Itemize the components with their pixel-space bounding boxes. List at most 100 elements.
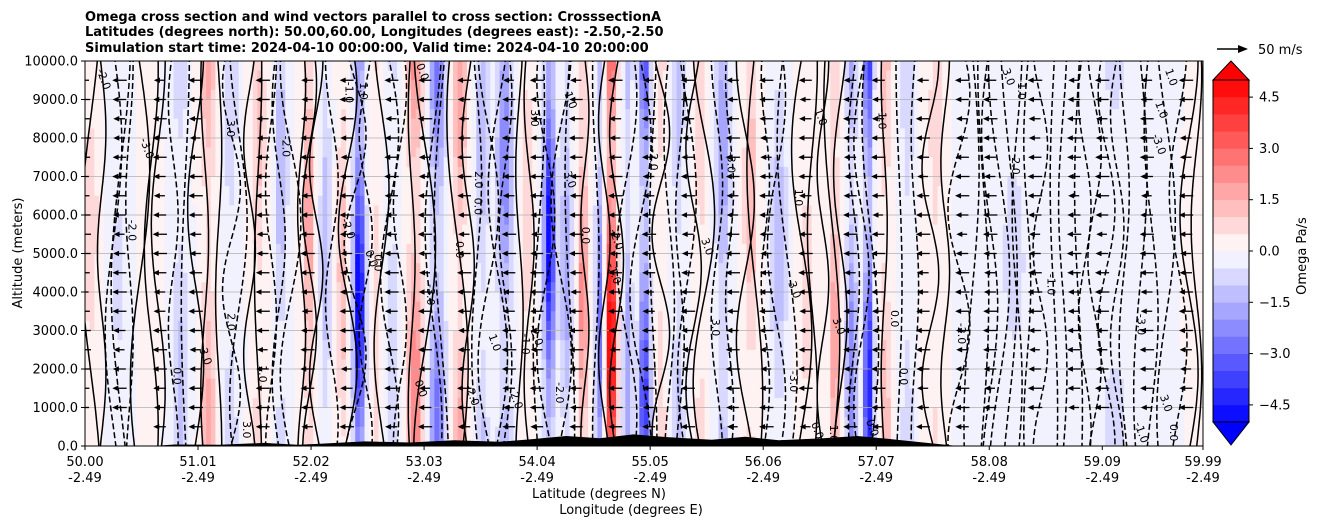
contour-fill-cell [224, 388, 231, 399]
contour-fill-cell [401, 234, 408, 245]
contour-fill-cell [644, 263, 650, 274]
contour-fill-cell [401, 166, 408, 178]
contour-fill-cell [429, 128, 435, 139]
contour-fill-cell [108, 330, 114, 341]
contour-fill-cell [196, 263, 203, 274]
contour-fill-cell [378, 330, 384, 341]
contour-fill-cell [425, 205, 431, 216]
contour-fill-cell [313, 282, 319, 293]
contour-fill-cell [662, 157, 668, 168]
contour-fill-cell [457, 417, 463, 428]
contour-fill-cell [234, 436, 240, 446]
contour-fill-cell [662, 330, 668, 341]
contour-fill-cell [266, 320, 272, 332]
contour-fill-cell [611, 369, 617, 380]
contour-fill-cell [294, 61, 300, 72]
contour-fill-cell [234, 61, 240, 72]
contour-fill-cell [322, 253, 328, 264]
contour-fill-cell [625, 109, 631, 120]
contour-fill-cell [453, 99, 459, 110]
contour-fill-cell [504, 80, 510, 91]
contour-fill-cell [94, 340, 100, 351]
contour-fill-cell [275, 70, 282, 81]
contour-fill-cell [457, 301, 463, 312]
contour-fill-cell [140, 118, 147, 129]
contour-fill-cell [420, 157, 426, 168]
contour-fill-cell [359, 186, 366, 197]
contour-fill-cell [569, 205, 575, 216]
contour-fill-cell [289, 253, 296, 264]
contour-fill-cell [98, 118, 105, 129]
contour-fill-cell [206, 272, 212, 283]
contour-fill-cell [159, 224, 165, 235]
contour-fill-cell [616, 243, 622, 255]
contour-fill-cell [103, 388, 109, 399]
contour-fill-cell [182, 243, 189, 255]
contour-fill-cell [411, 157, 417, 168]
contour-fill-cell [401, 378, 408, 389]
contour-fill-cell [150, 282, 156, 293]
contour-fill-cell [122, 205, 128, 216]
contour-fill-cell [583, 359, 589, 370]
contour-fill-cell [355, 147, 361, 158]
contour-fill-cell [653, 263, 659, 274]
contour-fill-cell [504, 253, 510, 264]
contour-fill-cell [178, 340, 184, 351]
contour-fill-cell [457, 166, 463, 178]
contour-fill-cell [178, 369, 184, 380]
contour-fill-cell [532, 138, 538, 149]
contour-fill-cell [266, 138, 272, 149]
contour-fill-cell [369, 109, 375, 120]
contour-fill-cell [85, 311, 91, 322]
contour-fill-cell [439, 311, 445, 322]
contour-fill-cell [289, 282, 296, 293]
contour-fill-cell [145, 215, 151, 226]
contour-fill-cell [210, 253, 217, 264]
contour-fill-cell [317, 330, 324, 341]
contour-fill-cell [513, 282, 519, 293]
contour-fill-cell [103, 166, 109, 178]
contour-fill-cell [215, 89, 221, 101]
contour-fill-cell [392, 147, 398, 158]
contour-fill-cell [238, 224, 244, 235]
contour-fill-cell [164, 243, 170, 255]
contour-fill-cell [303, 349, 310, 360]
contour-fill-cell [331, 243, 338, 255]
contour-fill-cell [229, 109, 235, 120]
contour-fill-cell [285, 99, 291, 110]
contour-fill-cell [588, 426, 594, 437]
contour-fill-cell [550, 138, 557, 149]
contour-fill-cell [466, 253, 473, 264]
contour-fill-cell [383, 397, 389, 409]
contour-fill-cell [439, 157, 445, 168]
contour-fill-cell [140, 436, 147, 446]
contour-fill-cell [597, 397, 603, 409]
contour-fill-cell [434, 272, 440, 283]
contour-fill-cell [480, 369, 487, 380]
contour-fill-cell [294, 157, 300, 168]
contour-fill-cell [331, 89, 338, 101]
contour-fill-cell [448, 253, 454, 264]
contour-fill-cell [215, 128, 221, 139]
contour-fill-cell [522, 282, 529, 293]
contour-fill-cell [597, 253, 603, 264]
contour-fill-cell [457, 330, 463, 341]
contour-fill-cell [322, 157, 328, 168]
contour-fill-cell [588, 157, 594, 168]
contour-fill-cell [238, 311, 244, 322]
contour-fill-cell [443, 292, 449, 303]
contour-fill-cell [429, 157, 435, 168]
contour-fill-cell [196, 330, 203, 341]
contour-fill-cell [466, 388, 473, 399]
contour-fill-cell [466, 176, 473, 187]
contour-fill-cell [345, 186, 352, 197]
contour-fill-cell [145, 426, 151, 437]
contour-fill-cell [648, 369, 654, 380]
contour-fill-cell [168, 272, 175, 283]
contour-fill-cell [611, 320, 617, 332]
contour-fill-cell [154, 349, 161, 360]
contour-fill-cell [336, 166, 342, 178]
contour-fill-cell [499, 272, 505, 283]
contour-fill-cell [112, 147, 119, 158]
contour-fill-cell [518, 118, 524, 129]
